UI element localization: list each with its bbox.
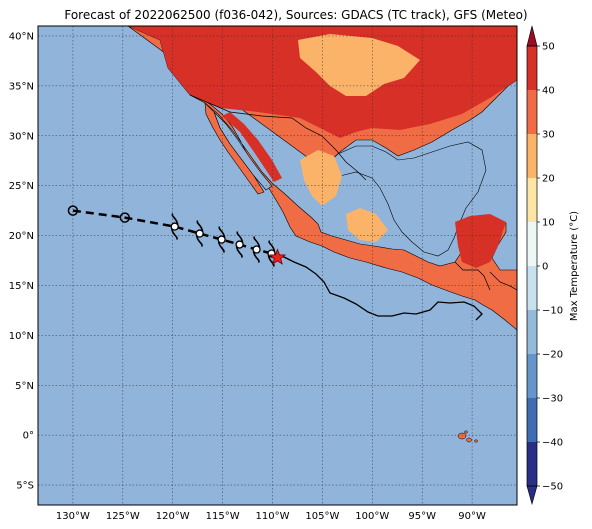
map-frame [37,25,518,506]
colorbar: 50 40 30 20 10 0 −10 −20 −30 −40 −50 [526,25,563,506]
colorbar-extend-top [526,25,538,47]
hurricane-symbol [267,240,276,267]
colorbar-tick-label: −50 [542,482,563,493]
lat-tick-label: 30°N [9,131,34,142]
lat-tick-label: 35°N [9,81,34,92]
colorbar-bin [527,354,537,398]
colorbar-bin [527,90,537,134]
colorbar-tick-label: −20 [542,350,563,361]
colorbar-bin [527,134,537,178]
colorbar-tick-label: 0 [542,262,548,273]
current-position-star [268,248,287,265]
map-title: Forecast of 2022062500 (f036-042), Sourc… [64,8,528,22]
hot-region-yucatan [455,214,506,268]
lat-tick-label: 0° [23,431,34,442]
past-position-marker [67,205,79,216]
colorbar-tick-label: −10 [542,306,563,317]
colorbar-tick-label: −30 [542,394,563,405]
lat-tick-label: 10°N [9,331,34,342]
longitude-labels: 130°W 125°W 120°W 115°W 110°W 105°W 100°W 95°W 9… [56,511,486,522]
lon-tick-label: 95°W [408,511,436,522]
lon-tick-label: 115°W [206,511,240,522]
colorbar-tick-label: 40 [542,86,555,97]
colorbar-bin [527,222,537,266]
graticule [38,26,517,505]
lon-tick-label: 100°W [355,511,389,522]
lon-tick-label: 125°W [106,511,140,522]
colorbar-bin [527,442,537,486]
colorbar-tick-label: −40 [542,438,563,449]
colorbar-bin [527,310,537,354]
central-america-coast [279,254,483,321]
colorbar-tick-label: 10 [542,218,555,229]
hurricane-symbol [252,236,261,263]
colorbar-bin [527,46,537,90]
past-position-marker [119,212,131,223]
colorbar-bin [527,178,537,222]
lon-tick-label: 90°W [458,511,486,522]
hurricane-symbol [170,213,179,241]
lat-tick-label: 20°N [9,231,34,242]
sonora-hot-strip [222,112,282,182]
track-line [72,209,279,259]
colorbar-tick-label: 30 [542,130,555,141]
colorbar-extend-bottom [526,485,538,506]
lon-tick-label: 110°W [256,511,290,522]
colorbar-tick-label: 20 [542,174,555,185]
hurricane-symbol [217,226,226,253]
lat-tick-label: 15°N [9,281,34,292]
lat-tick-label: 5°S [16,481,34,492]
lon-tick-label: 130°W [56,511,90,522]
lat-tick-label: 5°N [15,381,34,392]
colorbar-tick-label: 50 [542,42,555,53]
colorbar-label: Max Temperature (°C) [569,211,580,321]
cool-highland-mexico [300,150,342,206]
lat-tick-label: 40°N [9,31,34,42]
cool-highland-north [298,34,420,96]
cyclone-track [67,205,287,267]
latitude-labels: 40°N 35°N 30°N 25°N 20°N 15°N 10°N 5°N 0° 5°S [9,31,34,491]
galapagos-islands [457,430,478,443]
lon-tick-label: 105°W [305,511,339,522]
lon-tick-label: 120°W [156,511,190,522]
cool-highland-south [346,208,388,242]
colorbar-bin [527,398,537,442]
lat-tick-label: 25°N [9,181,34,192]
national-borders [189,94,517,291]
colorbar-bin [527,266,537,310]
baja-peninsula [204,102,265,195]
hurricane-symbol [195,220,204,248]
hurricane-symbol [235,231,244,258]
